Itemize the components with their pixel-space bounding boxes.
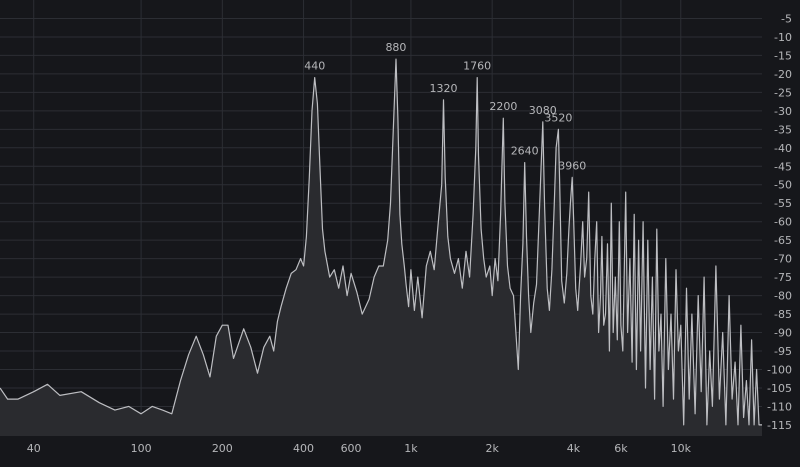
y-tick-label: -85 bbox=[774, 308, 792, 321]
x-tick-label: 10k bbox=[671, 442, 692, 455]
y-tick-label: -105 bbox=[767, 382, 792, 395]
x-tick-label: 600 bbox=[341, 442, 362, 455]
peak-label: 2640 bbox=[511, 145, 539, 158]
y-tick-label: -115 bbox=[767, 419, 792, 432]
y-tick-label: -60 bbox=[774, 216, 792, 229]
y-tick-label: -70 bbox=[774, 253, 792, 266]
y-tick-label: -5 bbox=[781, 12, 792, 25]
y-tick-label: -100 bbox=[767, 363, 792, 376]
y-tick-label: -50 bbox=[774, 179, 792, 192]
y-tick-label: -15 bbox=[774, 49, 792, 62]
y-tick-label: -30 bbox=[774, 105, 792, 118]
y-tick-label: -90 bbox=[774, 327, 792, 340]
spectrum-area bbox=[0, 58, 762, 436]
y-tick-label: -110 bbox=[767, 400, 792, 413]
x-tick-label: 4k bbox=[567, 442, 581, 455]
y-tick-label: -95 bbox=[774, 345, 792, 358]
peak-label: 1320 bbox=[429, 82, 457, 95]
peak-label: 3960 bbox=[558, 159, 586, 172]
x-tick-label: 2k bbox=[485, 442, 499, 455]
peak-label: 440 bbox=[304, 60, 325, 73]
peak-label: 3520 bbox=[544, 111, 572, 124]
x-tick-label: 100 bbox=[131, 442, 152, 455]
spectrum-line bbox=[0, 58, 762, 426]
peak-label: 3080 bbox=[529, 104, 557, 117]
y-tick-label: -35 bbox=[774, 123, 792, 136]
x-tick-label: 40 bbox=[27, 442, 41, 455]
x-tick-label: 400 bbox=[293, 442, 314, 455]
x-tick-label: 200 bbox=[212, 442, 233, 455]
peak-label: 1760 bbox=[463, 60, 491, 73]
x-tick-label: 6k bbox=[614, 442, 628, 455]
y-tick-label: -40 bbox=[774, 142, 792, 155]
x-tick-label: 1k bbox=[404, 442, 418, 455]
peak-label: 2200 bbox=[489, 100, 517, 113]
spectrum-fill bbox=[0, 59, 762, 436]
y-tick-label: -75 bbox=[774, 271, 792, 284]
y-tick-label: -65 bbox=[774, 234, 792, 247]
y-tick-label: -45 bbox=[774, 160, 792, 173]
y-tick-label: -25 bbox=[774, 86, 792, 99]
y-tick-label: -80 bbox=[774, 290, 792, 303]
y-axis-tick-labels: -5 -10 -15 -20 -25 -30 -35 -40 -45 -50 -55 -60 -65 -7… bbox=[767, 12, 792, 431]
y-tick-label: -55 bbox=[774, 197, 792, 210]
peak-label: 880 bbox=[385, 41, 406, 54]
y-tick-label: -10 bbox=[774, 31, 792, 44]
y-tick-label: -20 bbox=[774, 68, 792, 81]
x-axis-tick-labels: 40 100 200 400 600 1k 2k 4k 6k 10k bbox=[27, 442, 692, 455]
